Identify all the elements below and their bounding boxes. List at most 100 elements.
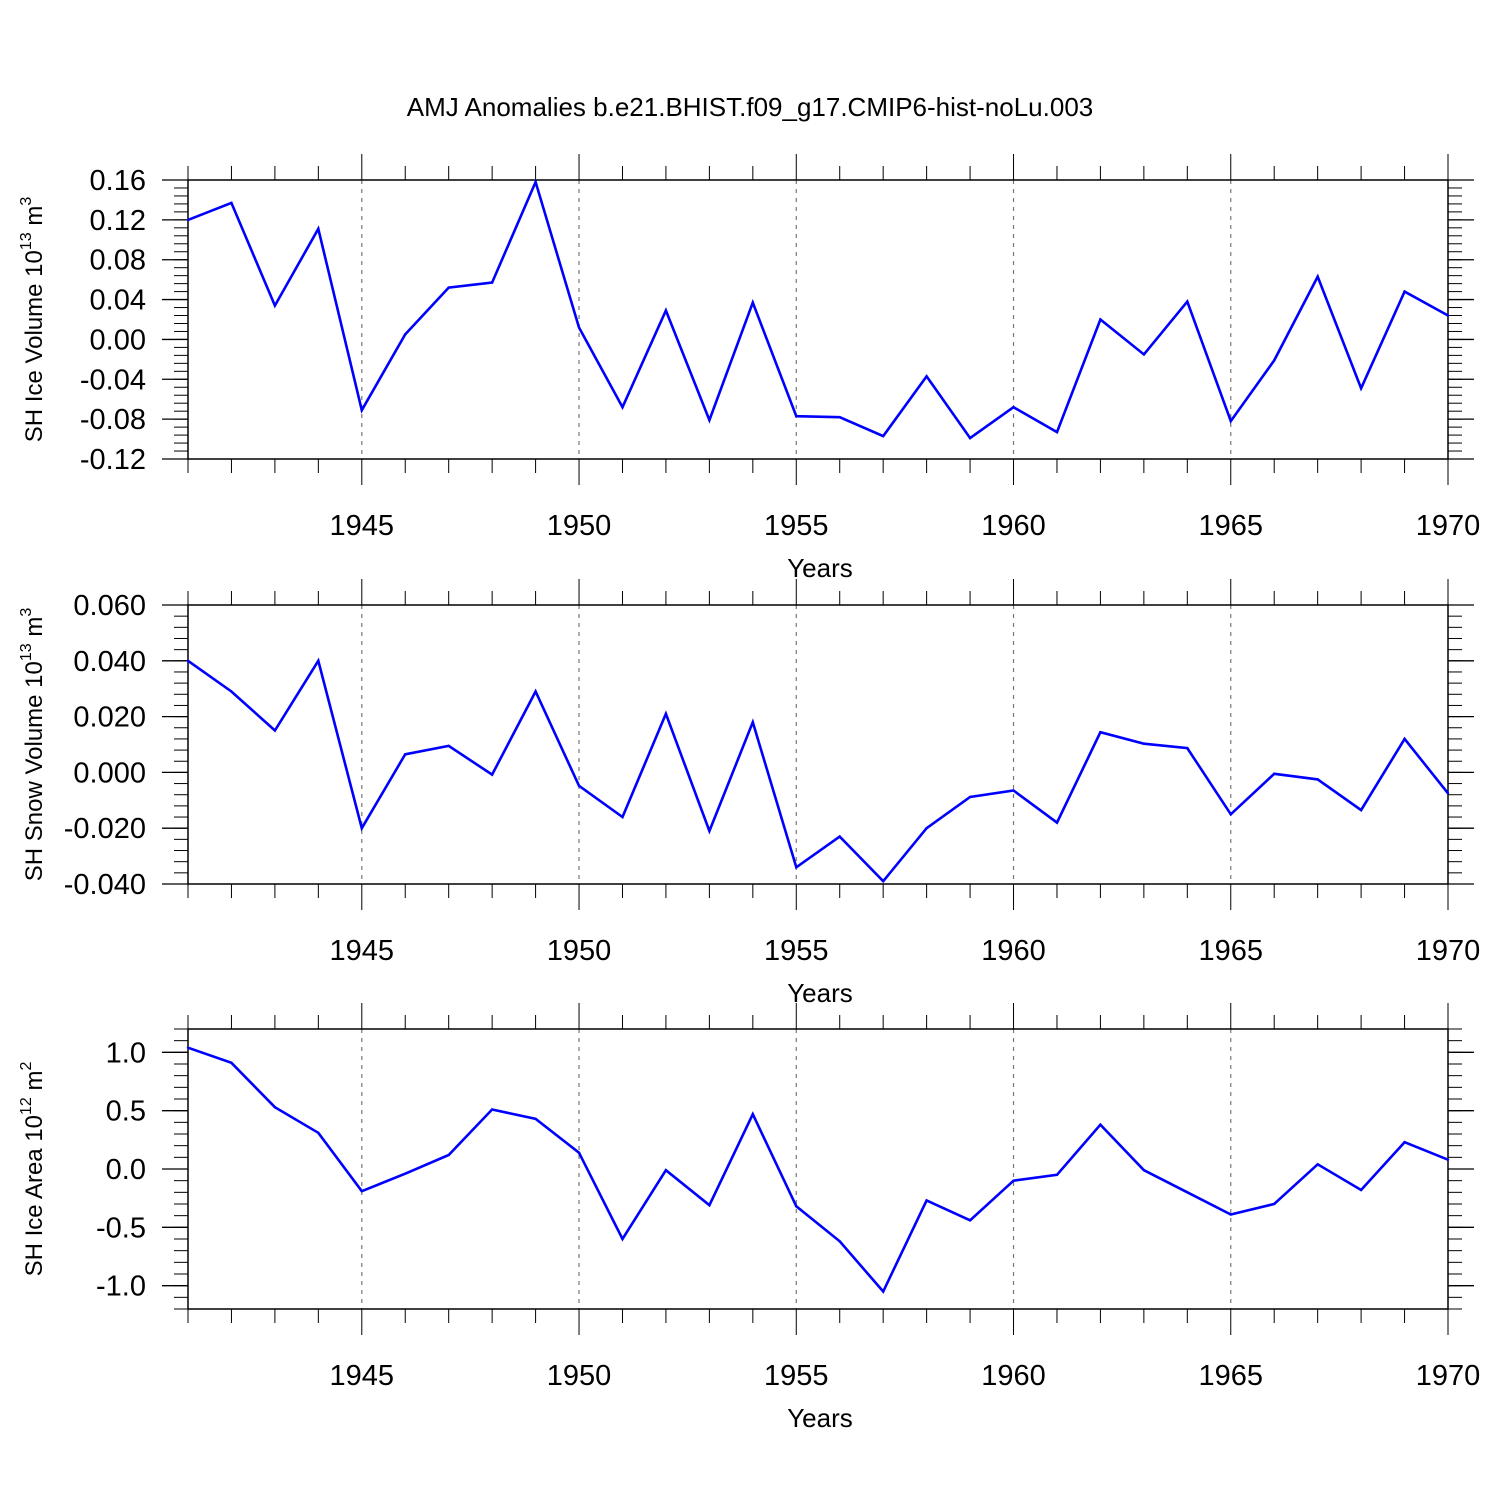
data-point — [1142, 353, 1146, 356]
data-point — [1273, 359, 1276, 362]
data-point — [490, 1108, 494, 1111]
x-tick-label: 1945 — [330, 1360, 395, 1392]
data-point — [534, 690, 537, 693]
y-axis-label-superscript: 2 — [18, 1062, 35, 1071]
data-point — [404, 753, 407, 756]
data-point — [795, 1205, 798, 1208]
y-tick-label: 0.00 — [90, 324, 146, 356]
data-point — [186, 659, 190, 662]
data-point — [1055, 430, 1059, 434]
x-tick-label: 1965 — [1199, 1360, 1264, 1392]
data-point — [404, 333, 407, 336]
data-point — [795, 866, 798, 869]
data-point — [186, 218, 190, 222]
data-point — [490, 773, 494, 776]
data-point — [1446, 792, 1450, 795]
y-tick-label: -0.040 — [64, 869, 146, 901]
data-point — [1055, 821, 1059, 824]
data-point — [534, 1117, 537, 1121]
data-point — [1099, 731, 1102, 734]
data-point — [1316, 778, 1319, 781]
y-axis-label-superscript: 13 — [18, 232, 35, 250]
data-point — [1446, 314, 1450, 317]
y-tick-label: -0.5 — [96, 1212, 146, 1244]
y-tick-label: -0.04 — [80, 364, 146, 396]
data-point — [838, 1240, 841, 1243]
y-tick-label: 0.04 — [90, 285, 146, 317]
data-point — [621, 405, 624, 409]
data-point — [1186, 300, 1189, 303]
data-point — [1403, 737, 1406, 741]
y-tick-label: -1.0 — [96, 1271, 146, 1303]
y-tick-label: -0.020 — [64, 813, 146, 845]
data-point — [1273, 1202, 1276, 1206]
data-point — [925, 827, 928, 830]
data-point — [621, 1237, 624, 1241]
y-tick-label: 0.060 — [73, 590, 146, 622]
chart-panel-2: -0.040 -0.020 0.000 0.020 0.040 0.060 1945 1950… — [18, 579, 1480, 1008]
series-line — [187, 657, 1450, 884]
y-axis-label-part: m — [21, 1071, 48, 1098]
x-tick-label: 1960 — [981, 1360, 1046, 1392]
data-point — [1403, 290, 1406, 293]
data-point — [838, 835, 841, 838]
data-point — [230, 1061, 233, 1065]
data-point — [490, 281, 494, 284]
y-tick-label: 0.0 — [106, 1154, 146, 1186]
data-point — [1099, 1123, 1102, 1126]
data-point — [447, 286, 450, 289]
data-point — [881, 1290, 885, 1293]
y-tick-label: 0.020 — [73, 702, 146, 734]
data-point — [1316, 1163, 1319, 1166]
data-point — [577, 784, 581, 787]
y-tick-label: -0.12 — [80, 444, 146, 476]
data-point — [838, 415, 841, 419]
data-point — [708, 418, 711, 422]
data-point — [317, 1131, 320, 1135]
data-point — [273, 304, 277, 307]
x-axis-label: Years — [787, 1403, 853, 1433]
data-point — [1099, 318, 1102, 321]
data-point — [1142, 1168, 1146, 1172]
data-point — [1273, 772, 1276, 775]
data-point — [751, 720, 755, 724]
x-tick-label: 1965 — [1199, 935, 1264, 967]
y-axis-label-part: m — [21, 617, 48, 644]
data-point — [1359, 808, 1363, 812]
data-point — [925, 375, 928, 378]
data-point — [1403, 1140, 1406, 1144]
data-point — [1055, 1173, 1059, 1177]
data-point — [360, 827, 363, 830]
y-axis-label-superscript: 13 — [18, 643, 35, 661]
data-point — [273, 729, 277, 732]
data-point — [404, 1172, 407, 1175]
x-tick-label: 1955 — [764, 935, 829, 967]
y-axis-label-part: m — [21, 206, 48, 233]
data-point — [1229, 1213, 1232, 1216]
x-tick-label: 1955 — [764, 1360, 829, 1392]
data-point — [317, 227, 320, 231]
data-point — [1012, 405, 1015, 409]
x-tick-label: 1945 — [330, 935, 395, 967]
y-tick-label: -0.08 — [80, 404, 146, 436]
data-point — [881, 880, 885, 883]
y-tick-label: 1.0 — [106, 1037, 146, 1069]
data-point — [447, 744, 450, 748]
chart-panel-3: -1.0 -0.5 0.0 0.5 1.0 1945 1950 1955 1960 1965 197… — [18, 1003, 1480, 1433]
data-point — [360, 1189, 363, 1193]
data-point — [577, 326, 581, 329]
x-tick-label: 1960 — [981, 510, 1046, 542]
data-point — [1229, 813, 1232, 816]
series-line — [187, 1046, 1449, 1294]
y-axis-label-part: SH Ice Area 10 — [21, 1115, 48, 1276]
data-point — [1012, 1179, 1015, 1182]
x-tick-label: 1955 — [764, 510, 829, 542]
data-point — [230, 690, 233, 693]
data-point — [317, 659, 320, 662]
data-point — [1186, 1191, 1189, 1194]
data-point — [708, 1203, 711, 1207]
x-tick-label: 1945 — [330, 510, 395, 542]
x-tick-label: 1950 — [547, 935, 612, 967]
y-axis-label: SH Ice Volume 1013 m3 — [18, 197, 48, 443]
